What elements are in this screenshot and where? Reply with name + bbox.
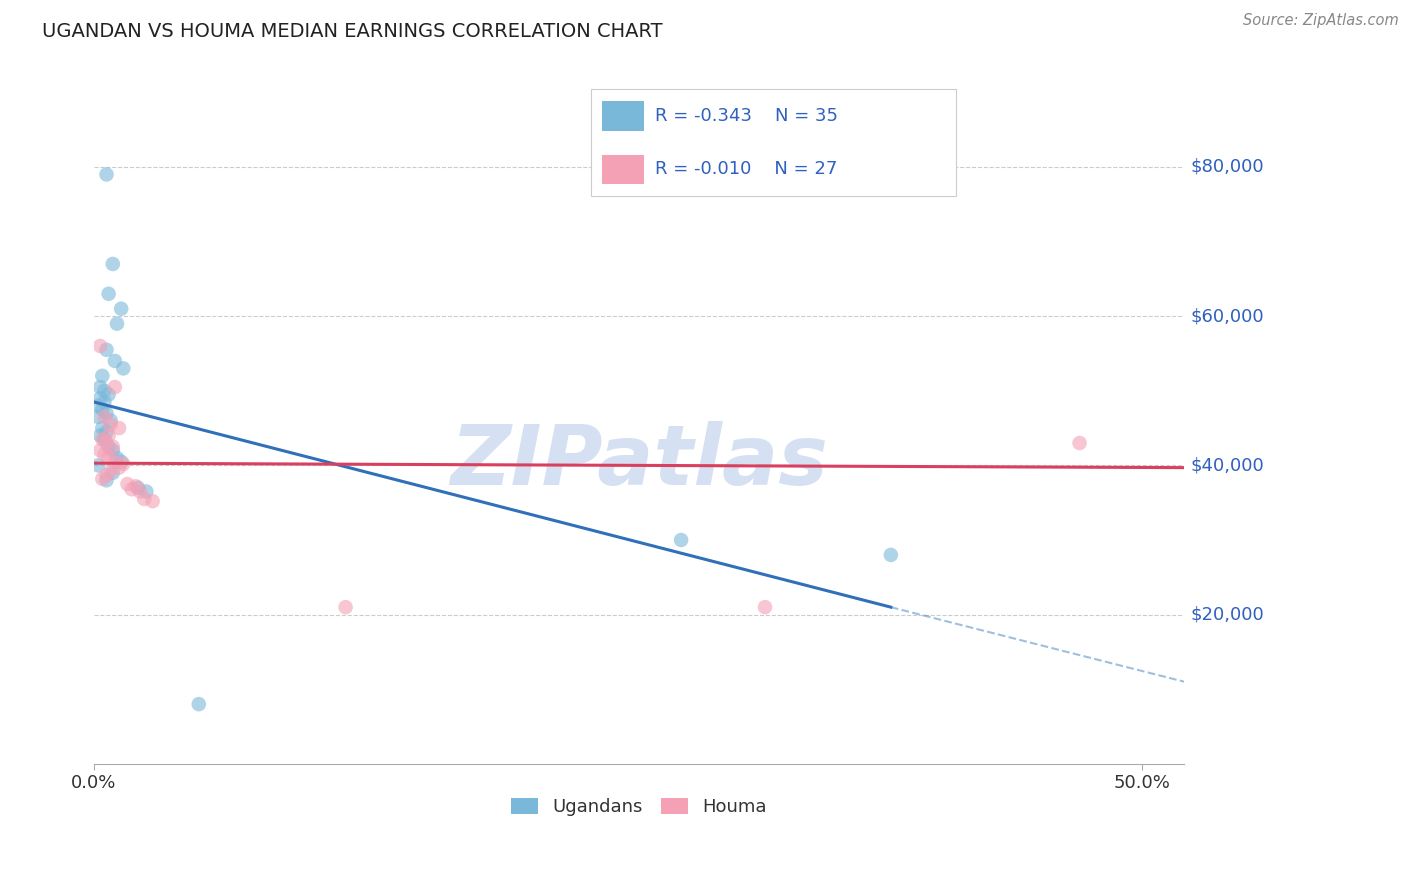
Point bbox=[91, 402, 114, 417]
Point bbox=[101, 440, 124, 454]
Point bbox=[129, 484, 152, 499]
Point bbox=[104, 354, 127, 368]
Point bbox=[97, 286, 120, 301]
Point bbox=[96, 473, 118, 487]
Text: $40,000: $40,000 bbox=[1191, 457, 1264, 475]
Point bbox=[125, 479, 148, 493]
Text: ZIPatlas: ZIPatlas bbox=[450, 421, 828, 502]
Point bbox=[108, 421, 131, 435]
Point bbox=[87, 399, 110, 413]
Point bbox=[105, 317, 128, 331]
Point bbox=[110, 301, 132, 316]
Point bbox=[135, 484, 157, 499]
Point bbox=[117, 477, 139, 491]
Point bbox=[91, 421, 114, 435]
Point bbox=[112, 361, 135, 376]
Point bbox=[89, 428, 111, 442]
Point bbox=[104, 380, 127, 394]
Point bbox=[93, 384, 115, 398]
Point bbox=[97, 387, 120, 401]
Text: UGANDAN VS HOUMA MEDIAN EARNINGS CORRELATION CHART: UGANDAN VS HOUMA MEDIAN EARNINGS CORRELA… bbox=[42, 22, 662, 41]
Point bbox=[87, 458, 110, 473]
Point bbox=[97, 440, 120, 454]
Point bbox=[91, 432, 114, 446]
Point bbox=[87, 409, 110, 424]
Point bbox=[89, 391, 111, 405]
Point bbox=[880, 548, 903, 562]
Point bbox=[142, 494, 165, 508]
Point bbox=[96, 468, 118, 483]
Point bbox=[754, 600, 776, 615]
Point bbox=[101, 466, 124, 480]
Point bbox=[93, 447, 115, 461]
Point bbox=[127, 481, 149, 495]
Point bbox=[669, 533, 692, 547]
Point bbox=[89, 380, 111, 394]
Point bbox=[93, 432, 115, 446]
Text: $20,000: $20,000 bbox=[1191, 606, 1264, 624]
Point bbox=[187, 697, 209, 711]
Text: Source: ZipAtlas.com: Source: ZipAtlas.com bbox=[1243, 13, 1399, 29]
Point bbox=[105, 450, 128, 465]
Text: R = -0.010    N = 27: R = -0.010 N = 27 bbox=[655, 161, 838, 178]
Point bbox=[93, 409, 115, 424]
Point bbox=[100, 414, 122, 428]
Point bbox=[96, 168, 118, 182]
Point bbox=[96, 343, 118, 357]
Point bbox=[101, 257, 124, 271]
Point bbox=[134, 491, 156, 506]
Point bbox=[96, 425, 118, 439]
Point bbox=[101, 443, 124, 458]
Point bbox=[110, 455, 132, 469]
Point bbox=[96, 406, 118, 420]
Legend: Ugandans, Houma: Ugandans, Houma bbox=[503, 790, 775, 823]
Point bbox=[96, 436, 118, 450]
Point bbox=[93, 395, 115, 409]
Point bbox=[1069, 436, 1091, 450]
Point bbox=[104, 455, 127, 469]
Text: $60,000: $60,000 bbox=[1191, 307, 1264, 326]
Point bbox=[100, 417, 122, 432]
Point bbox=[121, 483, 143, 497]
Point bbox=[112, 457, 135, 471]
Point bbox=[335, 600, 357, 615]
Point bbox=[100, 464, 122, 478]
Point bbox=[97, 450, 120, 465]
Point bbox=[89, 443, 111, 458]
Point bbox=[108, 460, 131, 475]
Text: $80,000: $80,000 bbox=[1191, 158, 1264, 176]
Point bbox=[97, 428, 120, 442]
Text: R = -0.343    N = 35: R = -0.343 N = 35 bbox=[655, 107, 838, 125]
Point bbox=[89, 339, 111, 353]
Point bbox=[91, 472, 114, 486]
Point bbox=[91, 368, 114, 383]
